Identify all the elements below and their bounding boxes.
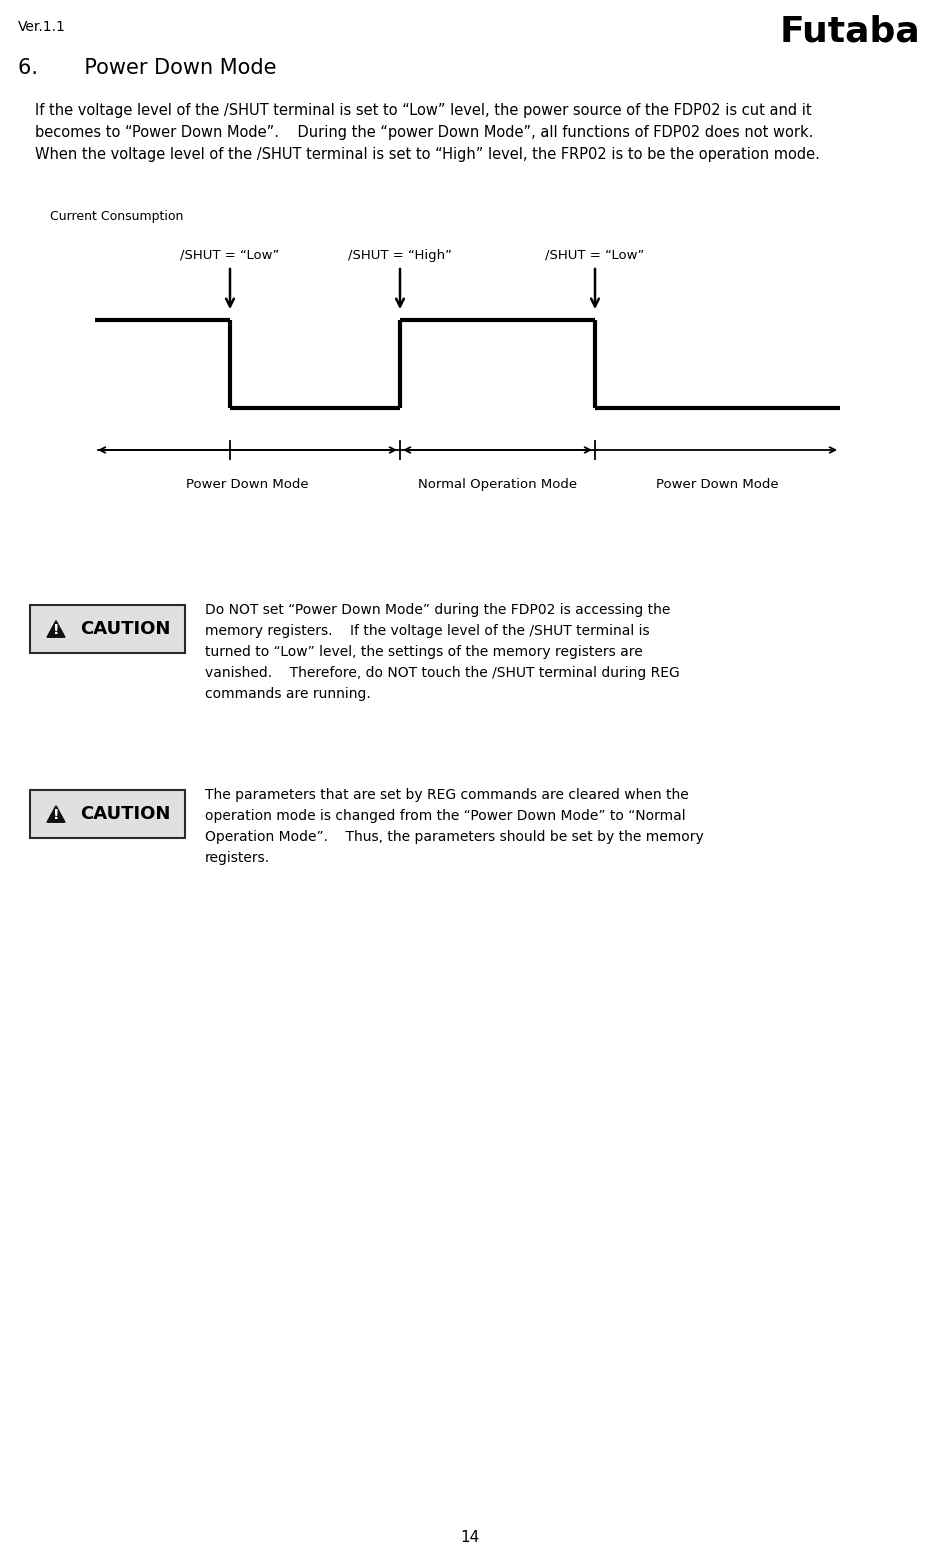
Text: 6.       Power Down Mode: 6. Power Down Mode bbox=[18, 57, 276, 78]
Text: CAUTION: CAUTION bbox=[80, 620, 171, 639]
Text: Normal Operation Mode: Normal Operation Mode bbox=[418, 479, 577, 491]
Text: Do NOT set “Power Down Mode” during the FDP02 is accessing the: Do NOT set “Power Down Mode” during the … bbox=[205, 603, 670, 617]
Polygon shape bbox=[47, 620, 65, 637]
Text: vanished.    Therefore, do NOT touch the /SHUT terminal during REG: vanished. Therefore, do NOT touch the /S… bbox=[205, 667, 680, 681]
Text: The parameters that are set by REG commands are cleared when the: The parameters that are set by REG comma… bbox=[205, 788, 689, 802]
Bar bbox=[30, 789, 185, 838]
Text: /SHUT = “Low”: /SHUT = “Low” bbox=[180, 249, 280, 263]
Text: commands are running.: commands are running. bbox=[205, 687, 370, 701]
Text: turned to “Low” level, the settings of the memory registers are: turned to “Low” level, the settings of t… bbox=[205, 645, 643, 659]
Bar bbox=[30, 605, 185, 653]
Text: Ver.1.1: Ver.1.1 bbox=[18, 20, 66, 34]
Text: operation mode is changed from the “Power Down Mode” to “Normal: operation mode is changed from the “Powe… bbox=[205, 810, 685, 824]
Text: CAUTION: CAUTION bbox=[80, 805, 171, 824]
Text: /SHUT = “Low”: /SHUT = “Low” bbox=[545, 249, 645, 263]
Text: registers.: registers. bbox=[205, 852, 270, 866]
Text: Operation Mode”.    Thus, the parameters should be set by the memory: Operation Mode”. Thus, the parameters sh… bbox=[205, 830, 704, 844]
Text: Power Down Mode: Power Down Mode bbox=[186, 479, 309, 491]
Text: When the voltage level of the /SHUT terminal is set to “High” level, the FRP02 i: When the voltage level of the /SHUT term… bbox=[35, 148, 820, 162]
Text: Current Consumption: Current Consumption bbox=[50, 210, 183, 224]
Text: Futaba: Futaba bbox=[779, 16, 920, 50]
Text: If the voltage level of the /SHUT terminal is set to “Low” level, the power sour: If the voltage level of the /SHUT termin… bbox=[35, 103, 811, 118]
Polygon shape bbox=[47, 807, 65, 822]
Text: !: ! bbox=[53, 623, 59, 637]
Text: becomes to “Power Down Mode”.    During the “power Down Mode”, all functions of : becomes to “Power Down Mode”. During the… bbox=[35, 124, 813, 140]
Text: 14: 14 bbox=[461, 1531, 479, 1545]
Text: /SHUT = “High”: /SHUT = “High” bbox=[348, 249, 452, 263]
Text: Power Down Mode: Power Down Mode bbox=[656, 479, 779, 491]
Text: memory registers.    If the voltage level of the /SHUT terminal is: memory registers. If the voltage level o… bbox=[205, 625, 650, 639]
Text: !: ! bbox=[53, 808, 59, 822]
